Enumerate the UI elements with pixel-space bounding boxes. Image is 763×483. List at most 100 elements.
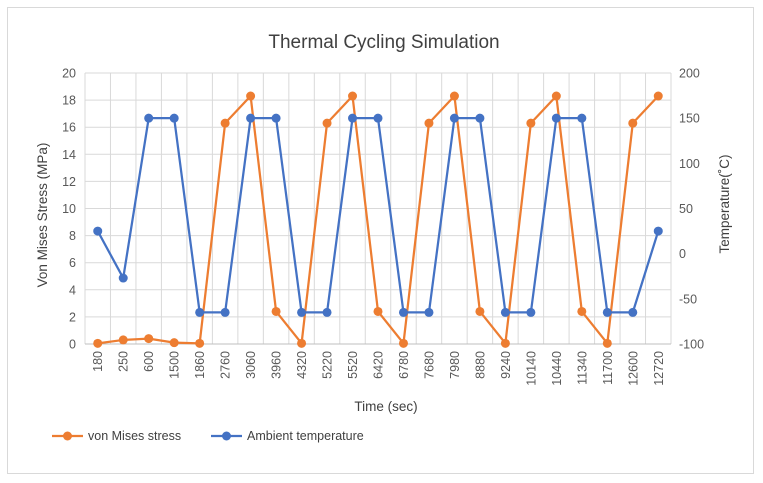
legend-item-temperature: Ambient temperature (211, 429, 364, 443)
right-axis-ticks: -100 -50 0 50 100 150 200 (679, 67, 704, 352)
data-point-temperature (322, 307, 332, 317)
y-tick-label: 8 (69, 229, 76, 243)
x-tick-label: 5520 (346, 351, 360, 379)
data-point-stress (628, 118, 638, 128)
x-tick-label: 3060 (244, 351, 258, 379)
legend-temperature-marker (222, 431, 231, 441)
data-point-temperature (424, 307, 434, 317)
chart-svg: Thermal Cycling Simulation 0 2 4 6 8 10 12 14 16… (35, 32, 732, 443)
data-point-temperature (297, 307, 307, 317)
data-point-temperature (628, 307, 638, 317)
left-axis-ticks: 0 2 4 6 8 10 12 14 16 18 20 (62, 67, 76, 352)
data-point-stress (195, 338, 205, 348)
y-tick-label: 6 (69, 256, 76, 270)
y2-tick-label: -100 (679, 338, 704, 352)
data-point-stress (271, 306, 281, 316)
x-tick-label: 4320 (295, 351, 309, 379)
data-point-temperature (577, 113, 587, 123)
data-point-stress (220, 118, 230, 128)
data-point-temperature (398, 307, 408, 317)
data-point-stress (322, 118, 332, 128)
x-axis-ticks: 180 250 600 1500 1860 2760 3060 3960 4320 5220 552… (91, 351, 666, 386)
data-point-temperature (348, 113, 358, 123)
x-tick-label: 2760 (219, 351, 233, 379)
y-tick-label: 14 (62, 148, 76, 162)
x-tick-label: 10140 (524, 351, 538, 386)
data-point-stress (348, 91, 358, 101)
x-tick-label: 250 (117, 351, 131, 372)
x-tick-label: 12600 (626, 351, 640, 386)
y2-tick-label: 0 (679, 247, 686, 261)
y2-tick-label: 150 (679, 112, 700, 126)
data-point-temperature (526, 307, 536, 317)
series-line-stress (97, 94, 660, 345)
data-point-stress (577, 306, 587, 316)
data-point-temperature (144, 113, 154, 123)
data-point-stress (118, 335, 128, 345)
data-point-stress (602, 338, 612, 348)
data-point-stress (169, 338, 179, 348)
x-tick-label: 7680 (422, 351, 436, 379)
y2-tick-label: 200 (679, 67, 700, 81)
data-point-temperature (373, 113, 383, 123)
y-axis-title: Von Mises Stress (MPa) (35, 143, 50, 288)
data-point-temperature (602, 307, 612, 317)
x-tick-label: 7980 (448, 351, 462, 379)
series-layer (93, 91, 663, 348)
x-tick-label: 11340 (575, 351, 589, 385)
x-tick-label: 3960 (270, 351, 284, 379)
data-point-stress (398, 338, 408, 348)
series-line-temperature (96, 117, 660, 314)
data-point-stress (144, 334, 154, 344)
data-point-stress (246, 91, 256, 101)
chart-frame: Thermal Cycling Simulation 0 2 4 6 8 10 12 14 16… (7, 7, 754, 474)
data-point-temperature (169, 113, 179, 123)
data-point-stress (297, 338, 307, 348)
data-point-temperature (653, 226, 663, 236)
x-tick-label: 6420 (372, 351, 386, 379)
data-point-stress (475, 306, 485, 316)
data-point-stress (551, 91, 561, 101)
data-point-temperature (118, 273, 128, 283)
y-tick-label: 0 (69, 338, 76, 352)
data-point-temperature (551, 113, 561, 123)
x-tick-label: 9240 (499, 351, 513, 379)
x-tick-label: 1500 (168, 351, 182, 379)
data-point-temperature (220, 307, 230, 317)
x-tick-label: 12720 (652, 351, 666, 386)
data-point-stress (449, 91, 459, 101)
legend-item-stress: von Mises stress (52, 429, 181, 443)
x-tick-label: 5220 (321, 351, 335, 379)
data-point-temperature (93, 226, 103, 236)
legend-stress-label: von Mises stress (88, 429, 181, 443)
legend-temperature-label: Ambient temperature (247, 429, 364, 443)
data-point-stress (373, 306, 383, 316)
data-point-temperature (271, 113, 281, 123)
legend: von Mises stress Ambient temperature (52, 429, 364, 443)
data-point-stress (424, 118, 434, 128)
x-tick-label: 6780 (397, 351, 411, 379)
x-tick-label: 11700 (601, 351, 615, 385)
y-tick-label: 18 (62, 94, 76, 108)
y2-tick-label: 100 (679, 157, 700, 171)
series-temperature (93, 113, 663, 317)
x-tick-label: 1860 (193, 351, 207, 379)
data-point-stress (93, 338, 103, 348)
y-tick-label: 20 (62, 67, 76, 81)
chart-title: Thermal Cycling Simulation (268, 32, 499, 53)
data-point-temperature (449, 113, 459, 123)
y2-axis-title: Temperature(˚C) (717, 154, 732, 253)
y-tick-label: 16 (62, 121, 76, 135)
y2-tick-label: 50 (679, 202, 693, 216)
data-point-stress (653, 91, 663, 101)
y-tick-label: 2 (69, 310, 76, 324)
y-tick-label: 10 (62, 202, 76, 216)
x-axis-title: Time (sec) (354, 399, 417, 414)
x-tick-label: 10440 (550, 351, 564, 386)
series-stress (93, 91, 663, 348)
data-point-temperature (195, 307, 205, 317)
data-point-temperature (246, 113, 256, 123)
x-tick-label: 600 (142, 351, 156, 372)
x-tick-label: 8880 (473, 351, 487, 379)
y-tick-label: 12 (62, 175, 76, 189)
